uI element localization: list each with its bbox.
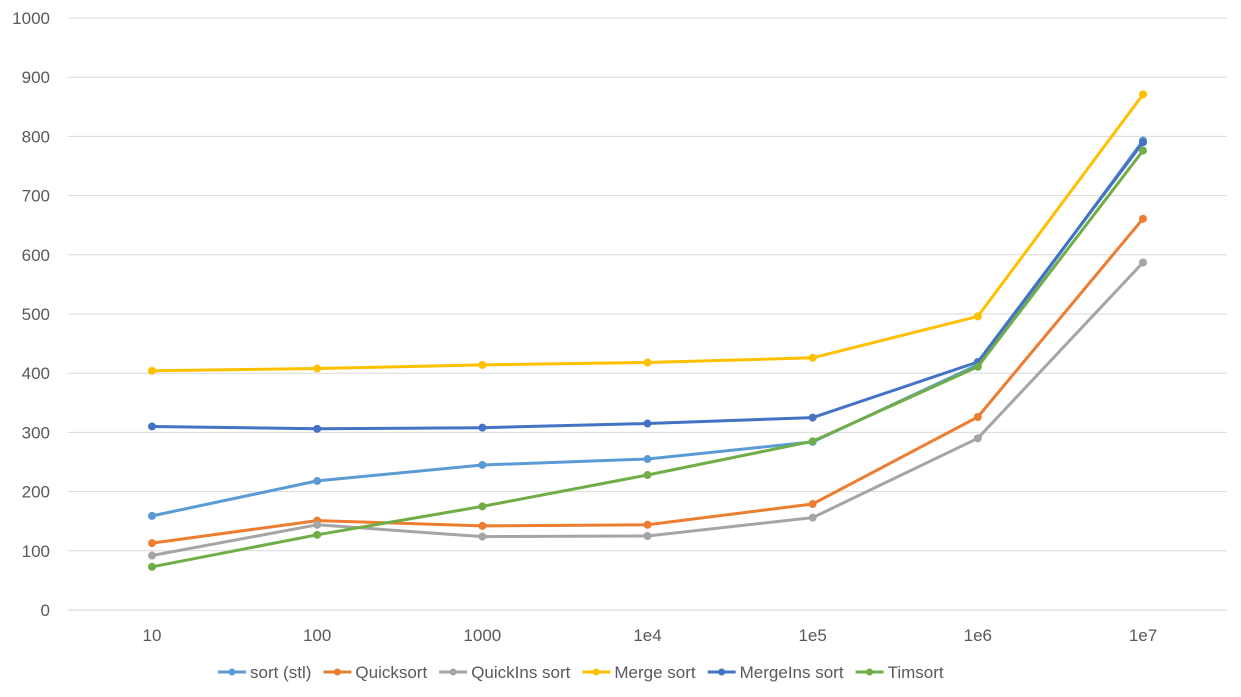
data-point	[313, 530, 322, 539]
y-tick-label: 400	[22, 364, 50, 383]
x-tick-label: 10	[143, 626, 162, 645]
legend-item: QuickIns sort	[439, 663, 571, 682]
data-point	[973, 434, 982, 443]
legend-swatch-marker	[228, 668, 236, 676]
legend-item: sort (stl)	[218, 663, 311, 682]
series-line-4	[150, 140, 1145, 431]
y-tick-label: 700	[22, 187, 50, 206]
data-point	[1139, 90, 1147, 99]
y-tick-label: 800	[22, 127, 50, 146]
data-point	[808, 500, 817, 509]
axis-layer: 0 100 200 300 400 500 600 700 800 900 1000 10 100 100…	[12, 9, 1157, 645]
x-tick-label: 1e4	[633, 626, 661, 645]
data-point	[313, 520, 322, 529]
data-point	[643, 520, 652, 529]
legend-swatch-marker	[718, 668, 726, 676]
data-point	[973, 362, 982, 371]
data-point	[478, 423, 487, 432]
y-tick-label: 0	[41, 601, 50, 620]
legend-item: Timsort	[855, 663, 944, 682]
data-point	[148, 562, 156, 571]
data-point	[1139, 146, 1147, 155]
data-point	[478, 360, 487, 369]
data-point	[313, 424, 322, 433]
legend-swatch-marker	[866, 668, 874, 676]
legend-swatch-marker	[449, 668, 457, 676]
data-point	[478, 502, 487, 511]
data-point	[478, 460, 487, 469]
data-point	[1139, 258, 1147, 267]
data-point	[643, 358, 652, 367]
data-point	[808, 413, 817, 422]
data-point	[808, 437, 817, 446]
data-point	[973, 312, 982, 321]
series-line-3	[150, 92, 1145, 373]
legend-swatch-marker	[592, 668, 600, 676]
data-point	[148, 366, 156, 375]
legend-item: Quicksort	[323, 663, 427, 682]
legend-swatch-marker	[333, 668, 341, 676]
y-tick-label: 1000	[12, 9, 50, 28]
y-tick-label: 200	[22, 483, 50, 502]
data-point	[148, 422, 156, 431]
y-tick-label: 900	[22, 68, 50, 87]
data-point	[808, 513, 817, 522]
x-tick-label: 1e7	[1129, 626, 1157, 645]
data-point	[478, 532, 487, 541]
legend-item: Merge sort	[582, 663, 696, 682]
data-point	[643, 471, 652, 480]
y-tick-label: 300	[22, 423, 50, 442]
data-point	[643, 419, 652, 428]
legend-label: MergeIns sort	[740, 663, 844, 682]
data-point	[148, 539, 156, 548]
legend-item: MergeIns sort	[707, 663, 844, 682]
data-point	[478, 521, 487, 530]
data-point	[1139, 214, 1147, 223]
y-tick-label: 500	[22, 305, 50, 324]
series-layer	[148, 90, 1147, 571]
data-point	[148, 511, 156, 520]
data-point	[313, 476, 322, 485]
x-tick-label: 100	[303, 626, 331, 645]
legend-label: QuickIns sort	[471, 663, 570, 682]
data-point	[1139, 138, 1147, 147]
series-line-1	[150, 217, 1145, 545]
x-tick-label: 1000	[463, 626, 501, 645]
y-tick-label: 100	[22, 542, 50, 561]
legend-label: Quicksort	[355, 663, 427, 682]
y-tick-label: 600	[22, 246, 50, 265]
data-point	[973, 413, 982, 422]
legend-label: Timsort	[888, 663, 944, 682]
data-point	[643, 532, 652, 540]
data-point	[313, 364, 322, 373]
data-point	[148, 551, 156, 560]
legend-label: Merge sort	[614, 663, 696, 682]
legend: sort (stl) Quicksort QuickIns sort Merge so…	[218, 663, 944, 682]
data-point	[808, 353, 817, 362]
data-point	[643, 455, 652, 464]
legend-label: sort (stl)	[250, 663, 311, 682]
x-tick-label: 1e6	[964, 626, 992, 645]
x-tick-label: 1e5	[798, 626, 826, 645]
series-line-2	[150, 261, 1145, 557]
